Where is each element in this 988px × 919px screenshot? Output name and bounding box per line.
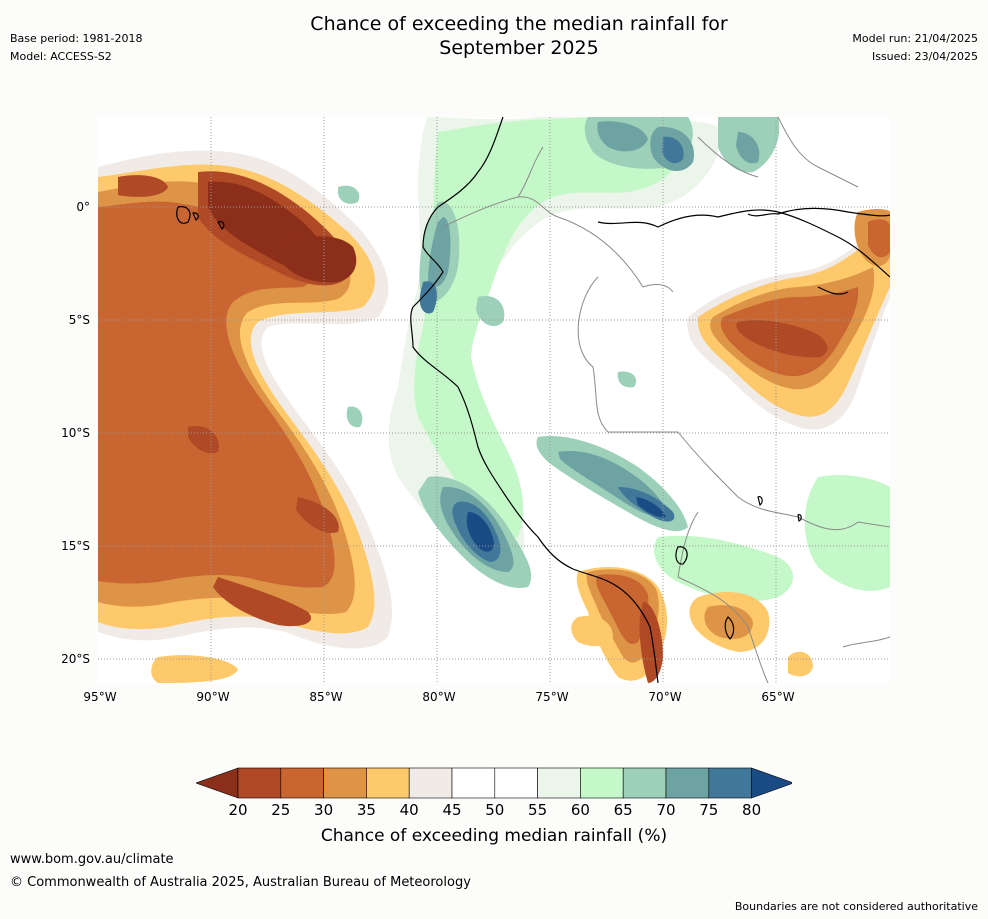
lon-label-70w: 70°W: [648, 690, 682, 704]
colorbar-cell: [665, 767, 710, 799]
lat-label-10s: 10°S: [61, 426, 90, 440]
colorbar-cell: [580, 767, 624, 799]
colorbar-tick-label: 40: [399, 801, 419, 819]
colorbar-tick-label: 80: [742, 801, 762, 819]
lon-label-65w: 65°W: [761, 690, 795, 704]
lat-label-0: 0°: [76, 200, 90, 214]
colorbar-tick-label: 35: [356, 801, 376, 819]
colorbar-tick-label: 60: [570, 801, 590, 819]
model-text: Model: ACCESS-S2: [10, 50, 112, 63]
lat-label-20s: 20°S: [61, 652, 90, 666]
issued-text: Issued: 23/04/2025: [871, 50, 978, 63]
colorbar-extend-high: [751, 767, 792, 799]
lon-label-90w: 90°W: [196, 690, 230, 704]
lon-label-80w: 80°W: [422, 690, 456, 704]
lat-label-15s: 15°S: [61, 539, 90, 553]
rainfall-map: [98, 117, 890, 683]
coastline: [176, 117, 890, 683]
disclaimer-text: Boundaries are not considered authoritat…: [734, 900, 978, 913]
website-link[interactable]: www.bom.gov.au/climate: [10, 852, 174, 867]
lon-label-85w: 85°W: [309, 690, 343, 704]
colorbar: [196, 767, 792, 799]
colorbar-cell: [237, 767, 282, 799]
wet-signal-region-central: [338, 117, 890, 602]
country-borders: [442, 117, 890, 683]
colorbar-cell: [451, 767, 496, 799]
colorbar-tick-label: 45: [442, 801, 462, 819]
colorbar-tick-label: 30: [314, 801, 334, 819]
map-title: Chance of exceeding the median rainfall …: [200, 12, 838, 60]
colorbar-tick-label: 55: [528, 801, 548, 819]
model-run-text: Model run: 21/04/2025: [852, 32, 978, 45]
colorbar-tick-label: 65: [613, 801, 633, 819]
colorbar-tick-label: 25: [271, 801, 291, 819]
colorbar-tick-label: 70: [656, 801, 676, 819]
title-line-2: September 2025: [439, 37, 599, 59]
graticule: [98, 117, 890, 683]
colorbar-cell: [280, 767, 324, 799]
colorbar-cell: [323, 767, 367, 799]
colorbar-cell: [366, 767, 410, 799]
lon-label-95w: 95°W: [83, 690, 117, 704]
lat-label-5s: 5°S: [68, 313, 90, 327]
colorbar-cell: [494, 767, 538, 799]
colorbar-extend-low: [196, 767, 239, 799]
colorbar-tick-label: 20: [228, 801, 248, 819]
base-period-text: Base period: 1981-2018: [10, 32, 143, 45]
copyright-text: © Commonwealth of Australia 2025, Austra…: [10, 875, 471, 890]
title-line-1: Chance of exceeding the median rainfall …: [310, 13, 728, 35]
lon-label-75w: 75°W: [535, 690, 569, 704]
colorbar-cell: [537, 767, 581, 799]
colorbar-tick-label: 50: [485, 801, 505, 819]
colorbar-cell: [408, 767, 453, 799]
dry-signal-region-west: [98, 150, 393, 649]
colorbar-title: Chance of exceeding median rainfall (%): [320, 826, 668, 846]
colorbar-cell: [708, 767, 752, 799]
colorbar-tick-label: 75: [699, 801, 719, 819]
dry-signal-region-east: [151, 208, 890, 683]
colorbar-cell: [622, 767, 667, 799]
